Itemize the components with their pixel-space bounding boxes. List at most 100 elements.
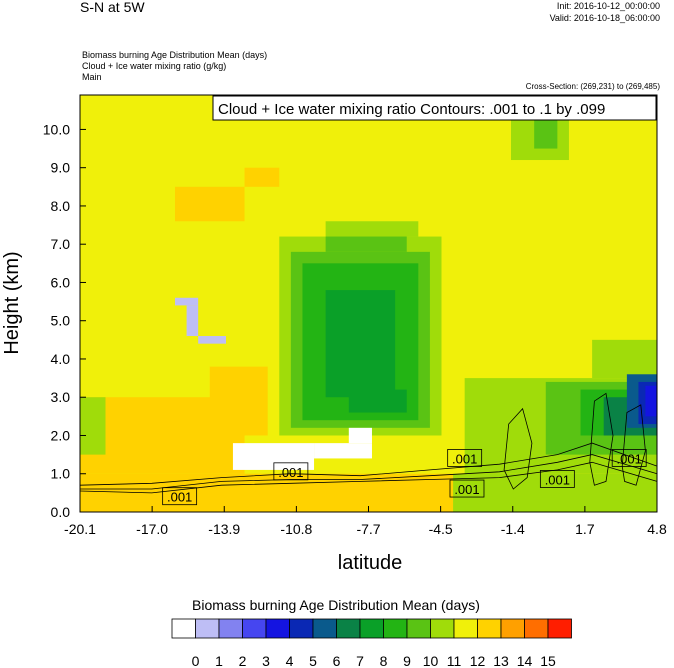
colorbar-swatch-12 xyxy=(453,618,478,639)
svg-text:.001: .001 xyxy=(545,472,570,487)
contour-labels: .001 .001 .001 .001 .001 .001 xyxy=(162,449,647,506)
contour-label-0: .001 xyxy=(162,487,198,506)
fill-region-14 xyxy=(325,236,407,252)
x-tick-label-6: -1.4 xyxy=(501,521,525,537)
x-tick-label-5: -4.5 xyxy=(429,521,453,537)
y-tick-label-8: 8.0 xyxy=(51,198,71,214)
colorbar-swatch-5 xyxy=(289,618,314,639)
colorbar-swatch-7 xyxy=(336,618,361,639)
x-tick-label-7: 1.7 xyxy=(575,521,595,537)
colorbar-swatch-16 xyxy=(547,618,572,639)
fill-region-7 xyxy=(453,473,657,512)
colorbar-swatch-10 xyxy=(406,618,431,639)
contour-label-4: .001 xyxy=(539,470,575,488)
fill-region-19 xyxy=(325,290,396,398)
x-axis: -20.1 -17.0 -13.9 -10.8 -7.7 -4.5 -1.4 1.7 4.8 xyxy=(64,506,667,537)
contour-label-1: .001 xyxy=(273,462,309,481)
y-axis-label: Height (km) xyxy=(1,251,23,354)
x-tick-label-3: -10.8 xyxy=(280,521,312,537)
colorbar-swatch-0 xyxy=(171,618,196,639)
fill-region-4 xyxy=(175,186,245,222)
y-tick-label-10: 10.0 xyxy=(43,121,70,137)
colorbar-label-10: 10 xyxy=(423,653,439,668)
init-time: Init: 2016-10-12_00:00:00 xyxy=(556,1,660,11)
cross-section-chart: .001 .001 .001 .001 .001 .001 -20.1 -17.0 -13.9… xyxy=(1,94,667,574)
y-tick-label-0: 0.0 xyxy=(51,504,71,520)
colorbar-swatches xyxy=(171,618,572,639)
colorbar-swatch-6 xyxy=(312,618,337,639)
colorbar-label-15: 15 xyxy=(540,653,556,668)
colorbar-swatch-2 xyxy=(218,618,243,639)
colorbar-label-2: 2 xyxy=(239,653,247,668)
cross-section-label: Cross-Section: (269,231) to (269,485) xyxy=(525,82,660,91)
contour-label-2: .001 xyxy=(447,449,483,467)
colorbar-swatch-9 xyxy=(383,618,408,639)
colorbar-label-11: 11 xyxy=(447,653,462,668)
fill-region-26 xyxy=(186,305,199,337)
x-tick-label-0: -20.1 xyxy=(64,521,96,537)
contour-blob-0 xyxy=(503,407,533,490)
colorbar-label-8: 8 xyxy=(380,653,388,668)
colorbar-swatch-1 xyxy=(195,618,220,639)
contour-info-box xyxy=(212,95,657,121)
x-tick-label-2: -13.9 xyxy=(208,521,240,537)
colorbar-swatch-3 xyxy=(242,618,267,639)
fill-region-12 xyxy=(325,221,419,237)
colorbar-swatch-11 xyxy=(430,618,455,639)
colorbar-label-5: 5 xyxy=(309,653,317,668)
fill-region-6 xyxy=(80,397,106,455)
svg-text:.001: .001 xyxy=(454,482,479,497)
contour-info-text: Cloud + Ice water mixing ratio Contours:… xyxy=(218,101,605,118)
svg-text:.001: .001 xyxy=(278,465,303,480)
colorbar-swatch-4 xyxy=(265,618,290,639)
fill-region-20 xyxy=(348,389,407,413)
y-tick-label-7: 7.0 xyxy=(51,236,71,252)
y-tick-label-6: 6.0 xyxy=(51,274,71,290)
colorbar-label-6: 6 xyxy=(333,653,341,668)
contour-blob-2 xyxy=(621,404,646,486)
fill-region-10 xyxy=(592,339,657,379)
y-tick-label-4: 4.0 xyxy=(51,351,71,367)
age-distribution-fill xyxy=(80,95,657,512)
contour-line-2 xyxy=(79,461,658,494)
colorbar-swatch-13 xyxy=(477,618,502,639)
plot-title: S-N at 5W xyxy=(80,0,145,15)
contour-label-3: .001 xyxy=(449,479,485,498)
x-tick-label-1: -17.0 xyxy=(136,521,168,537)
field-label-2: Cloud + Ice water mixing ratio (g/kg) xyxy=(82,61,227,71)
contour-blob-1 xyxy=(589,392,614,486)
y-tick-label-1: 1.0 xyxy=(51,466,71,482)
colorbar-label-4: 4 xyxy=(286,653,294,668)
contour-line-1 xyxy=(80,454,658,490)
y-tick-label-9: 9.0 xyxy=(51,160,71,176)
colorbar-label-14: 14 xyxy=(517,653,533,668)
cloud-water-contours xyxy=(79,392,658,494)
field-label-3: Main xyxy=(82,72,102,82)
y-axis: 0.0 1.0 2.0 3.0 4.0 5.0 6.0 7.0 8.0 9.0 10.0 xyxy=(43,121,86,520)
svg-text:.001: .001 xyxy=(452,451,477,466)
y-tick-label-3: 3.0 xyxy=(51,389,71,405)
field-label-1: Biomass burning Age Distribution Mean (d… xyxy=(82,50,268,60)
y-tick-label-5: 5.0 xyxy=(51,313,71,329)
colorbar-title: Biomass burning Age Distribution Mean (d… xyxy=(192,597,480,613)
contour-line-0 xyxy=(79,442,658,486)
fill-region-25 xyxy=(175,297,199,306)
colorbar-label-3: 3 xyxy=(262,653,270,668)
fill-region-3 xyxy=(209,366,268,436)
contour-label-5: .001 xyxy=(611,449,647,467)
colorbar-label-12: 12 xyxy=(470,653,486,668)
colorbar-swatch-14 xyxy=(500,618,525,639)
fill-region-29 xyxy=(314,443,372,459)
colorbar-label-9: 9 xyxy=(403,653,411,668)
x-axis-label: latitude xyxy=(338,552,403,574)
svg-text:.001: .001 xyxy=(617,451,642,466)
x-tick-label-8: 4.8 xyxy=(647,521,667,537)
x-tick-label-4: -7.7 xyxy=(356,521,380,537)
colorbar-label-13: 13 xyxy=(493,653,509,668)
svg-text:.001: .001 xyxy=(167,490,192,505)
fill-region-30 xyxy=(348,427,372,444)
fill-region-24 xyxy=(645,385,657,417)
y-tick-label-2: 2.0 xyxy=(51,427,71,443)
valid-time: Valid: 2016-10-18_06:00:00 xyxy=(549,13,660,23)
fill-region-27 xyxy=(198,336,226,344)
